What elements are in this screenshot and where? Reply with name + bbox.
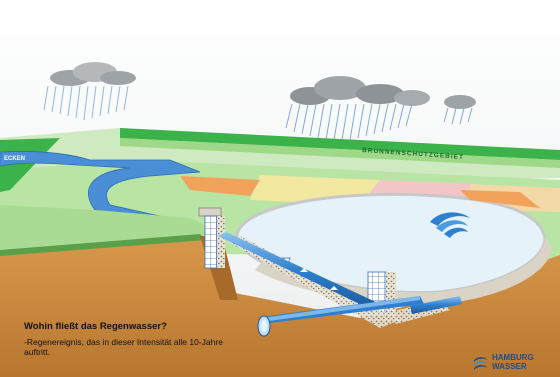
- retention-pond: [235, 192, 547, 295]
- wave-logo-icon: [474, 357, 488, 370]
- stream: [0, 151, 201, 223]
- rain-cloud-left: [43, 62, 136, 121]
- main-pipe: [257, 296, 424, 337]
- logo-line1: HAMBURG: [492, 353, 534, 362]
- logo-text: HAMBURG WASSER: [492, 353, 534, 371]
- grass-edge: [0, 234, 206, 256]
- orange-strip: [180, 176, 260, 196]
- hedge-top: [120, 128, 560, 160]
- logo-line2: WASSER: [492, 362, 527, 371]
- caption-description: -Regenereignis, das in dieser Intensität…: [24, 337, 223, 357]
- stream-label: ECKEN: [4, 156, 25, 162]
- orange-strip-right: [460, 190, 540, 208]
- soil-cross-section: [0, 230, 560, 377]
- pond-logo-icon: [430, 212, 470, 238]
- hedge-top-strip: [120, 138, 560, 168]
- hamburg-wasser-logo: HAMBURG WASSER: [472, 352, 552, 374]
- flow-arrows: [300, 268, 338, 290]
- caption: Wohin fließt das Regenwasser? -Regenerei…: [24, 321, 244, 357]
- grass-front: [0, 205, 220, 252]
- rain-cloud-right: [285, 76, 476, 141]
- inflow-pipe: [218, 232, 380, 310]
- outflow-pipe: [410, 296, 462, 314]
- caption-question: Wohin fließt das Regenwasser?: [24, 321, 167, 332]
- left-shaft: [198, 207, 225, 269]
